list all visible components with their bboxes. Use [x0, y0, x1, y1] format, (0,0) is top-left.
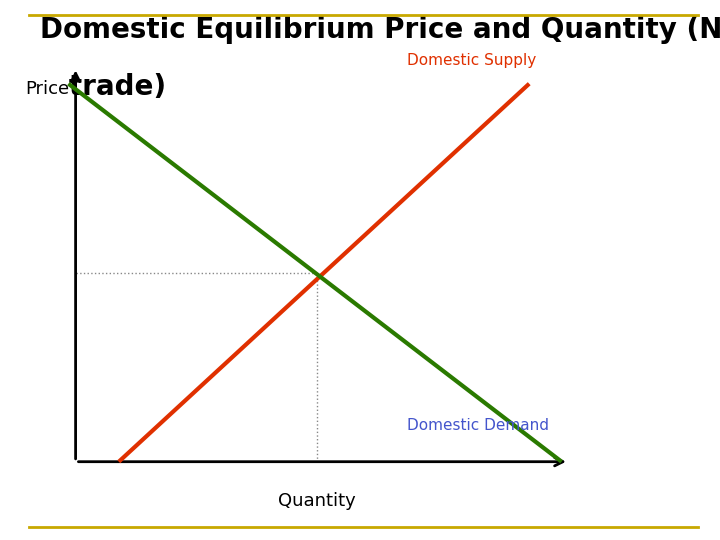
Text: Domestic Supply: Domestic Supply	[407, 52, 536, 68]
Text: Domestic Equilibrium Price and Quantity (No: Domestic Equilibrium Price and Quantity …	[40, 16, 720, 44]
Text: trade): trade)	[40, 73, 166, 101]
Text: Price: Price	[25, 80, 69, 98]
Text: Domestic Demand: Domestic Demand	[407, 418, 549, 434]
Text: Quantity: Quantity	[278, 492, 356, 510]
